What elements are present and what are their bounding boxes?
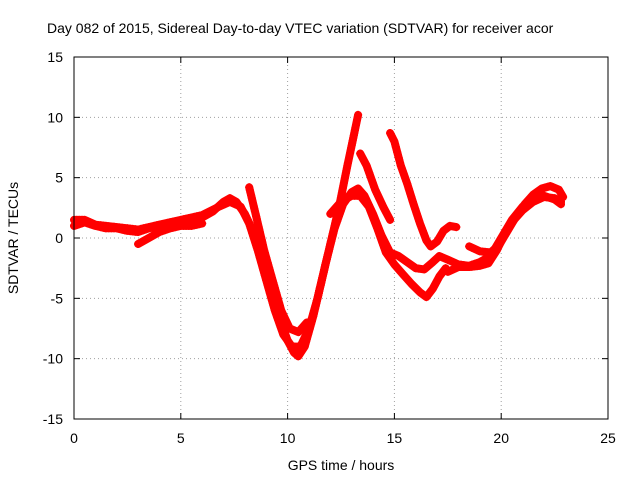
plus-marker — [452, 223, 461, 232]
plus-marker — [392, 262, 401, 271]
y-tick-label: -10 — [43, 351, 63, 367]
plus-marker — [524, 196, 533, 205]
series-track-4 — [245, 183, 311, 337]
plus-marker — [405, 277, 414, 286]
plus-marker — [525, 194, 534, 203]
plus-marker — [302, 318, 311, 327]
plus-marker — [301, 320, 310, 329]
x-axis-label: GPS time / hours — [288, 457, 395, 473]
plus-marker — [294, 328, 303, 337]
plus-marker — [386, 215, 395, 224]
series-track-6 — [356, 149, 395, 224]
plus-marker — [402, 274, 411, 283]
y-tick-label: 15 — [47, 49, 63, 65]
plus-marker — [329, 205, 338, 214]
series-track-1 — [70, 110, 363, 361]
y-axis-label: SDTVAR / TECUs — [5, 182, 21, 294]
y-tick-label: 0 — [55, 230, 63, 246]
plot-frame — [73, 56, 609, 420]
axis-layer: 0 5 10 15 20 25 -15 -10 -5 0 5 10 15 — [43, 49, 616, 446]
y-tick-label: 5 — [55, 170, 63, 186]
x-tick-label: 10 — [280, 430, 296, 446]
plus-marker — [354, 110, 363, 119]
plus-marker — [522, 198, 531, 207]
series-layer — [70, 110, 568, 361]
x-tick-label: 5 — [177, 430, 185, 446]
series-track-3 — [134, 219, 207, 248]
plus-marker — [296, 326, 304, 335]
plus-marker — [398, 270, 407, 279]
plus-marker — [297, 324, 306, 333]
plus-marker — [520, 200, 529, 209]
series-track-2 — [70, 184, 565, 351]
x-tick-label: 25 — [600, 430, 616, 446]
y-tick-label: -5 — [51, 290, 64, 306]
y-tick-label: -15 — [43, 411, 63, 427]
plus-marker — [198, 219, 207, 228]
plus-marker — [527, 192, 536, 201]
plus-marker — [393, 264, 402, 273]
plus-marker — [404, 276, 413, 284]
plus-marker — [333, 201, 342, 210]
x-tick-label: 0 — [70, 430, 78, 446]
series-track-9 — [465, 182, 568, 257]
chart-title: Day 082 of 2015, Sidereal Day-to-day VTE… — [47, 20, 554, 36]
plus-marker — [397, 268, 406, 277]
plus-marker — [335, 199, 344, 208]
x-tick-label: 20 — [493, 430, 509, 446]
plus-marker — [400, 272, 409, 281]
plus-marker — [559, 193, 568, 201]
plus-marker — [331, 203, 340, 212]
x-tick-label: 15 — [387, 430, 403, 446]
plus-marker — [395, 266, 404, 275]
plus-marker — [390, 260, 399, 269]
plus-marker — [326, 209, 335, 218]
series-track-7 — [386, 129, 461, 251]
y-tick-label: 10 — [47, 109, 63, 125]
plus-marker — [299, 322, 308, 331]
